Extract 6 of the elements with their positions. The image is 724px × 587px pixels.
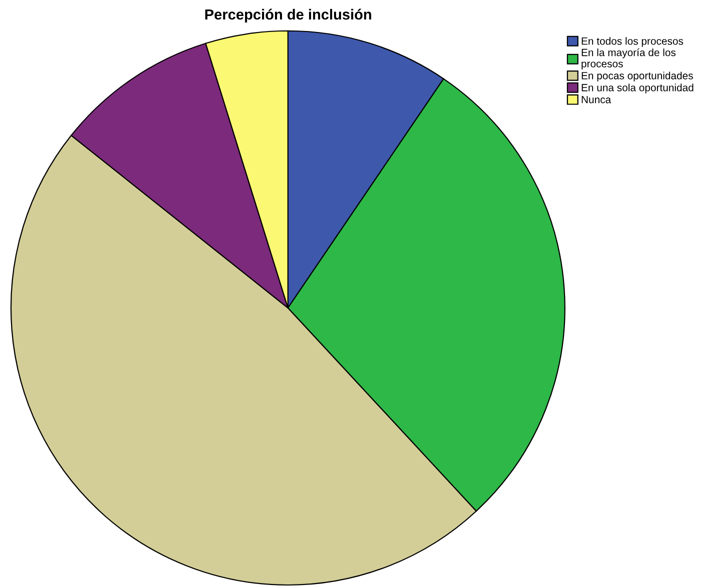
legend-label: En pocas oportunidades — [582, 72, 693, 82]
chart-title: Percepción de inclusión — [205, 8, 372, 23]
legend-label: En la mayoría de los procesos — [582, 48, 676, 70]
legend-label: En todos los procesos — [582, 37, 684, 47]
legend-label: En una sola oportunidad — [582, 84, 694, 94]
legend-label: Nunca — [582, 96, 612, 104]
